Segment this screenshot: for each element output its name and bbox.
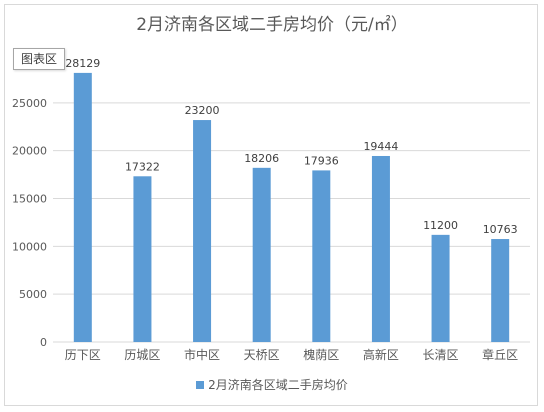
chart-area-tooltip: 图表区 — [13, 48, 65, 70]
x-tick-label: 高新区 — [363, 347, 399, 362]
bar — [252, 167, 271, 342]
bar — [371, 155, 390, 342]
data-label: 28129 — [65, 57, 100, 70]
x-tick-label: 天桥区 — [244, 348, 280, 362]
legend-swatch — [196, 380, 205, 389]
legend-label: 2月济南各区域二手房均价 — [208, 378, 348, 392]
data-label: 17322 — [125, 160, 160, 173]
y-tick-label: 20000 — [12, 145, 47, 158]
data-label: 18206 — [244, 152, 279, 165]
bar — [491, 239, 510, 342]
x-tick-label: 长清区 — [423, 348, 459, 362]
y-tick-label: 5000 — [19, 288, 47, 301]
bar — [431, 234, 450, 342]
data-label: 17936 — [304, 154, 339, 167]
data-label: 23200 — [185, 104, 220, 117]
x-tick-label: 市中区 — [184, 347, 220, 362]
y-tick-label: 10000 — [12, 240, 47, 253]
y-tick-label: 0 — [40, 336, 47, 349]
data-label: 19444 — [363, 140, 398, 153]
y-tick-label: 15000 — [12, 193, 47, 206]
x-tick-label: 槐荫区 — [303, 347, 339, 362]
x-tick-label: 历下区 — [65, 348, 101, 362]
data-label: 11200 — [423, 219, 458, 232]
bar — [73, 72, 92, 342]
chart-title: 2月济南各区域二手房均价（元/㎡） — [136, 15, 408, 35]
data-label: 10763 — [483, 223, 518, 236]
x-tick-label: 历城区 — [124, 348, 160, 362]
bar — [133, 176, 152, 342]
x-tick-label: 章丘区 — [482, 347, 518, 362]
y-tick-label: 25000 — [12, 97, 47, 110]
bar — [312, 170, 331, 342]
legend[interactable]: 2月济南各区域二手房均价 — [0, 376, 544, 393]
bar — [193, 120, 212, 342]
